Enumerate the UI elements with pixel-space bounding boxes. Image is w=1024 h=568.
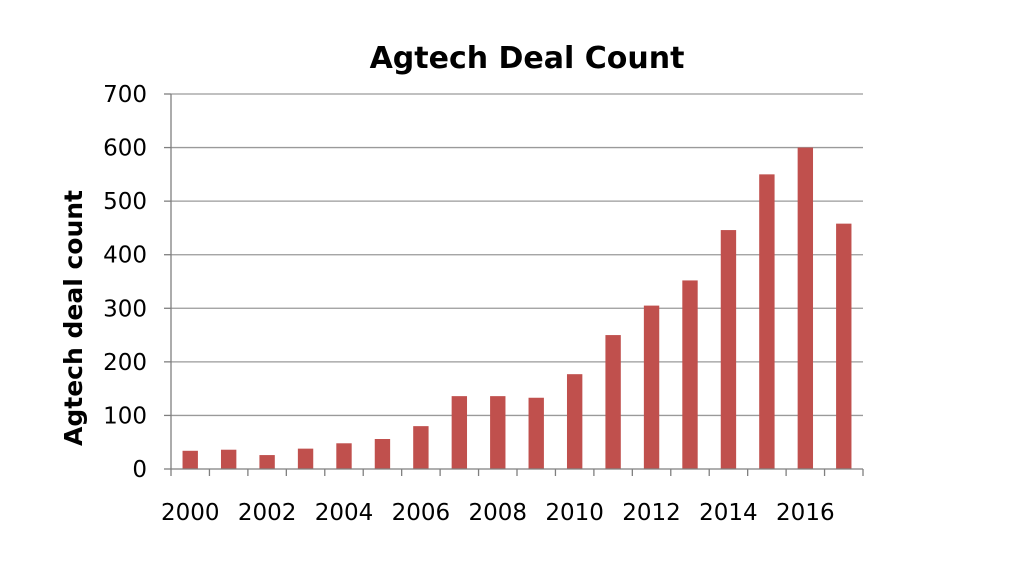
bars [182, 147, 852, 470]
bar-2000 [182, 450, 198, 469]
y-axis-label: Agtech deal count [59, 190, 88, 446]
y-tick-label: 0 [132, 457, 147, 483]
y-tick-label: 500 [103, 189, 147, 215]
bar-2015 [759, 174, 775, 469]
bar-2008 [490, 396, 506, 469]
bar-2010 [566, 374, 583, 469]
bar-2014 [720, 230, 737, 469]
bar-2007 [451, 396, 468, 469]
bar-2011 [605, 335, 621, 469]
bar-2013 [682, 280, 698, 469]
x-tick-label: 2012 [622, 500, 681, 526]
bar-2001 [220, 449, 237, 469]
y-tick-label: 200 [103, 350, 147, 376]
x-tick-label: 2016 [776, 500, 835, 526]
bar-2005 [374, 439, 391, 469]
y-tick-label: 300 [103, 296, 147, 322]
y-tick-labels: 0 100 200 300 400 500 600 700 [103, 82, 147, 483]
bar-2012 [643, 305, 660, 469]
gridlines [164, 93, 863, 470]
y-tick-label: 700 [103, 82, 147, 108]
x-tick-label: 2014 [699, 500, 758, 526]
bar-2016 [797, 147, 814, 470]
x-tick-label: 2006 [392, 500, 451, 526]
y-tick-label: 600 [103, 136, 147, 162]
bar-2003 [297, 448, 314, 469]
x-tick-label: 2000 [161, 500, 220, 526]
x-tick-label: 2010 [545, 500, 604, 526]
y-tick-label: 100 [103, 403, 147, 429]
bar-2004 [336, 443, 352, 469]
bar-2006 [413, 426, 429, 469]
axes [170, 94, 864, 476]
x-tick-label: 2008 [469, 500, 528, 526]
x-tick-label: 2004 [315, 500, 374, 526]
y-tick-label: 400 [103, 243, 147, 269]
bar-2009 [528, 397, 544, 469]
x-tick-labels: 2000 2002 2004 2006 2008 2010 2012 2014 2016 [161, 500, 835, 526]
bar-2017 [836, 223, 852, 469]
chart-title: Agtech Deal Count [370, 41, 685, 76]
x-tick-label: 2002 [238, 500, 297, 526]
bar-2002 [259, 455, 275, 469]
